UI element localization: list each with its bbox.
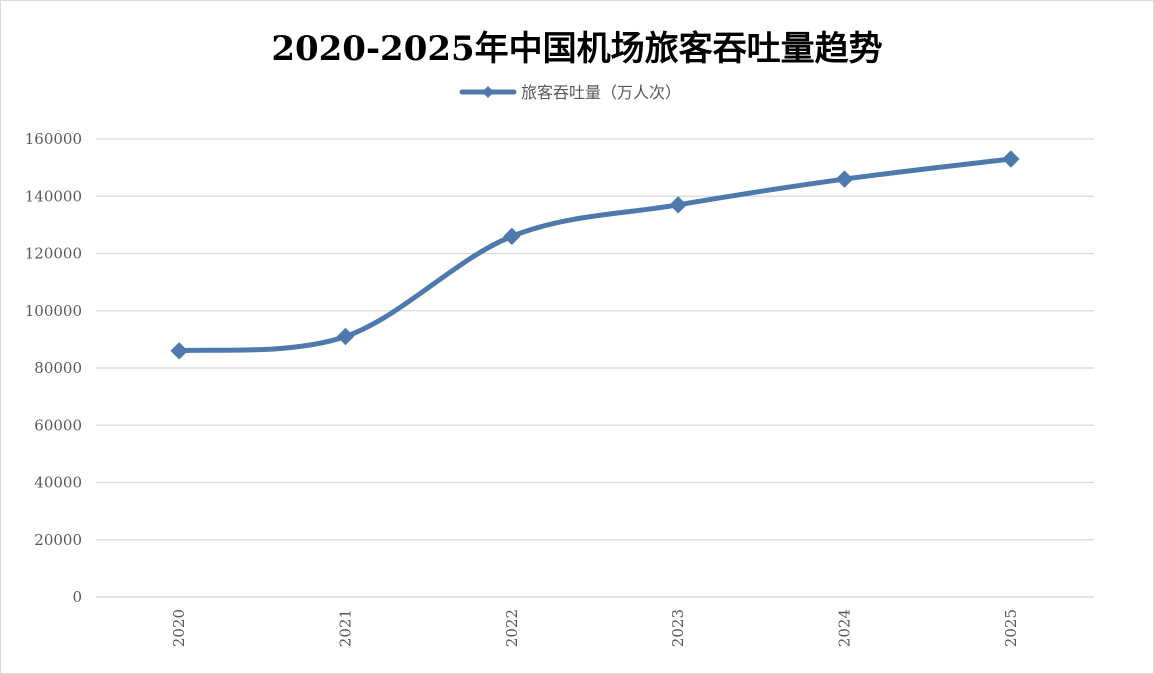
data-point-marker xyxy=(1002,150,1020,168)
y-tick-label: 140000 xyxy=(25,187,82,205)
y-tick-label: 0 xyxy=(72,588,82,606)
x-tick-label: 2023 xyxy=(669,609,687,647)
legend-label: 旅客吞吐量（万人次） xyxy=(521,83,681,102)
y-tick-label: 20000 xyxy=(34,531,82,549)
series-line xyxy=(176,156,1014,354)
y-tick-label: 160000 xyxy=(25,130,82,148)
legend-marker xyxy=(482,86,494,98)
x-tick-label: 2024 xyxy=(836,609,854,647)
y-tick-label: 120000 xyxy=(25,245,82,263)
y-tick-label: 40000 xyxy=(34,474,82,492)
y-tick-label: 100000 xyxy=(25,302,82,320)
chart-title: 2020-2025年中国机场旅客吞吐量趋势 xyxy=(271,29,883,69)
data-point-marker xyxy=(835,170,854,188)
data-point-marker xyxy=(170,342,188,360)
x-tick-label: 2020 xyxy=(170,609,188,647)
y-tick-label: 80000 xyxy=(34,359,82,377)
data-point-marker xyxy=(336,327,355,346)
y-tick-label: 60000 xyxy=(34,416,82,434)
data-point-marker xyxy=(669,196,687,214)
data-point-marker xyxy=(503,227,521,246)
x-tick-label: 2022 xyxy=(503,609,521,647)
x-tick-label: 2021 xyxy=(337,609,355,647)
x-tick-label: 2025 xyxy=(1002,609,1020,647)
